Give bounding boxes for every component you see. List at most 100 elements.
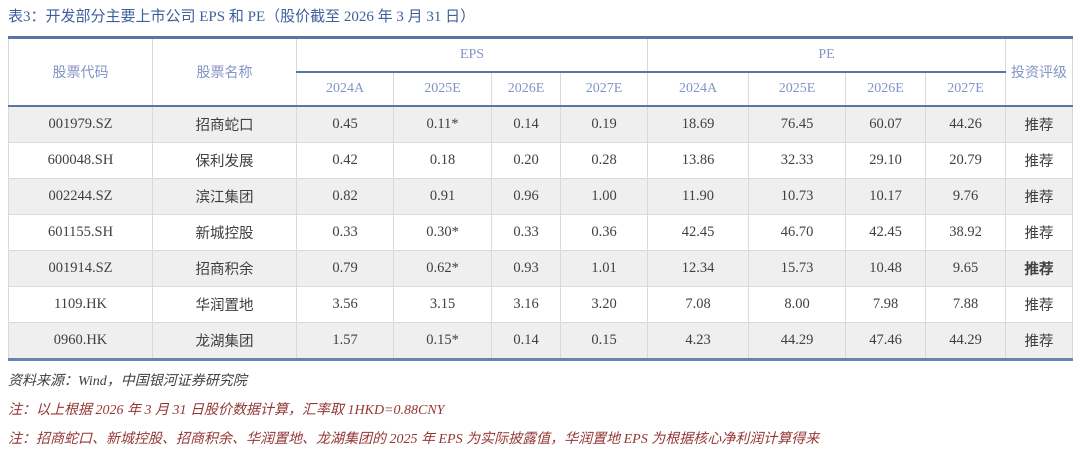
pe-value-cell: 76.45: [748, 105, 846, 143]
eps-value-cell: 0.93: [491, 250, 561, 287]
table-body: 001979.SZ 招商蛇口 0.45 0.11* 0.14 0.19 18.69 76.45…: [8, 105, 1074, 360]
header-stock-name: 股票名称: [152, 37, 297, 107]
pe-value-cell: 60.07: [845, 105, 926, 143]
pe-value-cell: 42.45: [845, 214, 926, 251]
stock-code-cell: 001979.SZ: [8, 105, 153, 143]
table-header: 股票代码 股票名称 EPS PE 投资评级 2024A 2025E 2026E …: [8, 37, 1074, 107]
table-row: 1109.HK 华润置地 3.56 3.15 3.16 3.20 7.08 8.00 7.98 7…: [8, 286, 1074, 323]
header-pe-2027e: 2027E: [924, 71, 1007, 107]
pe-value-cell: 4.23: [647, 322, 749, 360]
eps-value-cell: 0.91: [393, 178, 492, 215]
header-stock-code: 股票代码: [8, 37, 153, 107]
pe-value-cell: 46.70: [748, 214, 846, 251]
pe-value-cell: 7.98: [845, 286, 926, 323]
pe-value-cell: 10.48: [845, 250, 926, 287]
header-group-row: 股票代码 股票名称 EPS PE 投资评级: [8, 37, 1074, 107]
table-row: 002244.SZ 滨江集团 0.82 0.91 0.96 1.00 11.90 10.73 1…: [8, 178, 1074, 215]
stock-name-cell: 招商积余: [152, 250, 297, 287]
footnote-2: 注：招商蛇口、新城控股、招商积余、华润置地、龙湖集团的 2025 年 EPS 为…: [8, 432, 820, 447]
rating-cell: 推荐: [1005, 105, 1074, 143]
pe-value-cell: 47.46: [845, 322, 926, 360]
stock-name-cell: 龙湖集团: [152, 322, 297, 360]
pe-value-cell: 44.29: [924, 322, 1007, 360]
header-pe-2026e: 2026E: [845, 71, 926, 107]
pe-value-cell: 9.76: [924, 178, 1007, 215]
header-pe-2024a: 2024A: [647, 71, 749, 107]
eps-value-cell: 3.20: [560, 286, 648, 323]
eps-value-cell: 0.79: [296, 250, 394, 287]
eps-value-cell: 3.16: [491, 286, 561, 323]
header-pe-2025e: 2025E: [748, 71, 846, 107]
eps-value-cell: 0.15*: [393, 322, 492, 360]
header-eps-2024a: 2024A: [296, 71, 394, 107]
stock-name-cell: 滨江集团: [152, 178, 297, 215]
table-row: 001914.SZ 招商积余 0.79 0.62* 0.93 1.01 12.34 15.73…: [8, 250, 1074, 287]
eps-value-cell: 0.33: [491, 214, 561, 251]
table-footnotes: 资料来源：Wind，中国银河证券研究院 注：以上根据 2026 年 3 月 31…: [8, 361, 1072, 448]
pe-value-cell: 12.34: [647, 250, 749, 287]
pe-value-cell: 15.73: [748, 250, 846, 287]
header-eps-group: EPS: [296, 37, 648, 73]
eps-value-cell: 0.14: [491, 105, 561, 143]
pe-value-cell: 38.92: [924, 214, 1007, 251]
eps-value-cell: 0.15: [560, 322, 648, 360]
stock-code-cell: 001914.SZ: [8, 250, 153, 287]
header-eps-2026e: 2026E: [491, 71, 561, 107]
stock-code-cell: 002244.SZ: [8, 178, 153, 215]
eps-value-cell: 3.15: [393, 286, 492, 323]
eps-value-cell: 0.30*: [393, 214, 492, 251]
table-row: 600048.SH 保利发展 0.42 0.18 0.20 0.28 13.86 32.33 2…: [8, 142, 1074, 179]
stock-name-cell: 招商蛇口: [152, 105, 297, 143]
eps-value-cell: 1.01: [560, 250, 648, 287]
pe-value-cell: 11.90: [647, 178, 749, 215]
header-year-row: 2024A 2025E 2026E 2027E 2024A 2025E 2026…: [9, 71, 1073, 107]
pe-value-cell: 44.26: [924, 105, 1007, 143]
header-eps-2025e: 2025E: [393, 71, 492, 107]
footnote-1: 注：以上根据 2026 年 3 月 31 日股价数据计算，汇率取 1HKD=0.…: [8, 403, 445, 418]
pe-value-cell: 32.33: [748, 142, 846, 179]
pe-value-cell: 18.69: [647, 105, 749, 143]
stock-code-cell: 1109.HK: [8, 286, 153, 323]
eps-value-cell: 0.62*: [393, 250, 492, 287]
eps-value-cell: 1.00: [560, 178, 648, 215]
eps-pe-table: 股票代码 股票名称 EPS PE 投资评级 2024A 2025E 2026E …: [8, 36, 1074, 361]
stock-code-cell: 600048.SH: [8, 142, 153, 179]
pe-value-cell: 29.10: [845, 142, 926, 179]
eps-value-cell: 0.45: [296, 105, 394, 143]
header-rating: 投资评级: [1005, 37, 1074, 107]
source-note: 资料来源：Wind，中国银河证券研究院: [8, 374, 247, 389]
eps-value-cell: 0.36: [560, 214, 648, 251]
eps-value-cell: 0.19: [560, 105, 648, 143]
pe-value-cell: 7.88: [924, 286, 1007, 323]
header-pe-group: PE: [646, 37, 1007, 73]
table-row: 001979.SZ 招商蛇口 0.45 0.11* 0.14 0.19 18.69 76.45…: [8, 105, 1074, 143]
pe-value-cell: 8.00: [748, 286, 846, 323]
eps-value-cell: 0.11*: [393, 105, 492, 143]
pe-value-cell: 44.29: [748, 322, 846, 360]
eps-value-cell: 0.82: [296, 178, 394, 215]
eps-value-cell: 0.28: [560, 142, 648, 179]
rating-cell: 推荐: [1005, 250, 1074, 287]
table-row: 0960.HK 龙湖集团 1.57 0.15* 0.14 0.15 4.23 44.29 47.…: [8, 322, 1074, 360]
pe-value-cell: 10.73: [748, 178, 846, 215]
stock-name-cell: 华润置地: [152, 286, 297, 323]
pe-value-cell: 20.79: [924, 142, 1007, 179]
pe-value-cell: 10.17: [845, 178, 926, 215]
stock-code-cell: 0960.HK: [8, 322, 153, 360]
rating-cell: 推荐: [1005, 286, 1074, 323]
rating-cell: 推荐: [1005, 322, 1074, 360]
eps-value-cell: 0.18: [393, 142, 492, 179]
eps-value-cell: 0.14: [491, 322, 561, 360]
table-title: 表3：开发部分主要上市公司 EPS 和 PE（股价截至 2026 年 3 月 3…: [8, 9, 476, 25]
eps-value-cell: 0.20: [491, 142, 561, 179]
stock-name-cell: 保利发展: [152, 142, 297, 179]
pe-value-cell: 7.08: [647, 286, 749, 323]
pe-value-cell: 9.65: [924, 250, 1007, 287]
pe-value-cell: 13.86: [647, 142, 749, 179]
stock-code-cell: 601155.SH: [8, 214, 153, 251]
rating-cell: 推荐: [1005, 214, 1074, 251]
eps-value-cell: 0.33: [296, 214, 394, 251]
table-row: 601155.SH 新城控股 0.33 0.30* 0.33 0.36 42.45 46.70…: [8, 214, 1074, 251]
eps-value-cell: 1.57: [296, 322, 394, 360]
